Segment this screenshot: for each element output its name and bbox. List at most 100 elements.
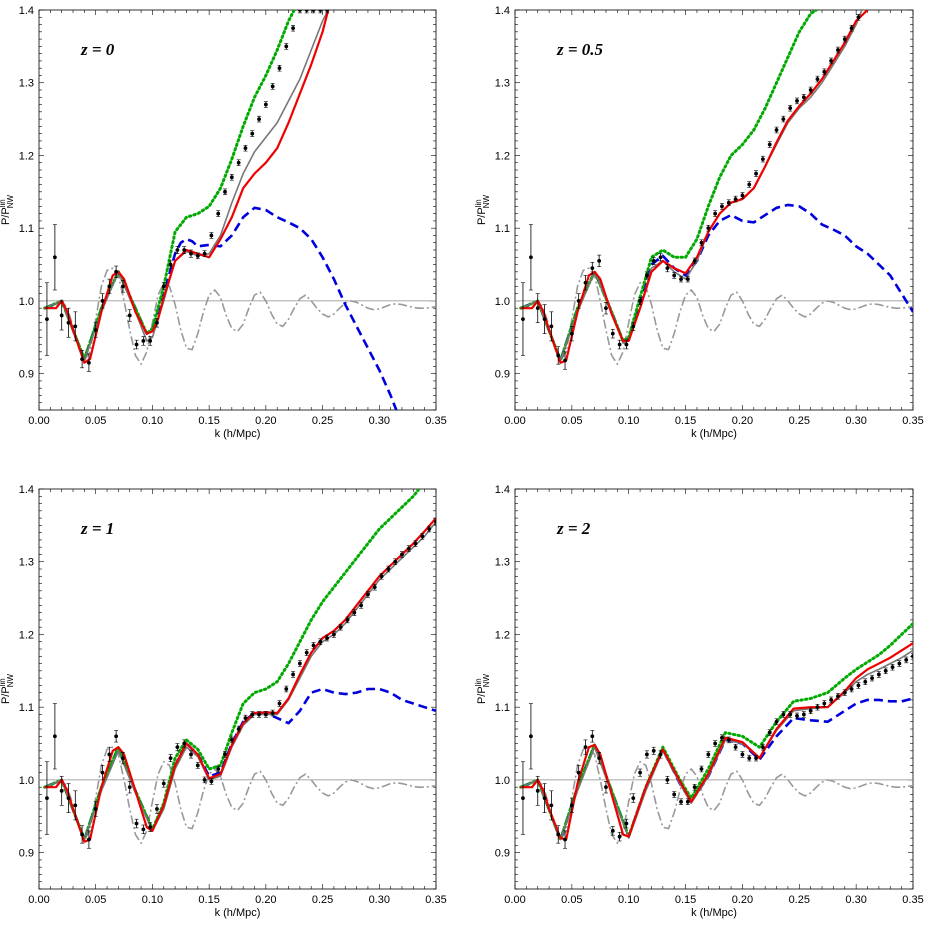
- y-tick-label: 1.0: [19, 775, 34, 787]
- data-point: [216, 211, 221, 216]
- x-tick-label: 0.15: [198, 415, 219, 427]
- data-point: [297, 661, 302, 666]
- x-tick-label: 0.10: [618, 415, 639, 427]
- x-tick-label: 0.15: [675, 415, 696, 427]
- y-axis-label: P/PlinNW: [0, 674, 15, 705]
- data-point: [134, 821, 139, 826]
- data-point: [107, 284, 112, 289]
- data-point: [685, 799, 690, 804]
- x-tick-label: 0.35: [902, 894, 923, 906]
- x-tick-label: 0.00: [504, 894, 525, 906]
- data-point: [774, 719, 779, 724]
- data-point: [521, 317, 525, 321]
- data-point: [161, 781, 166, 786]
- x-tick-label: 0.30: [369, 894, 390, 906]
- data-point: [236, 727, 241, 731]
- data-point: [590, 734, 595, 739]
- data-point: [148, 339, 153, 343]
- data-point: [631, 796, 636, 800]
- y-tick-label: 1.2: [495, 150, 510, 162]
- data-point: [223, 752, 227, 757]
- data-point: [897, 661, 902, 666]
- data-point: [182, 741, 187, 746]
- x-tick-label: 0.20: [732, 894, 753, 906]
- data-point: [80, 357, 85, 361]
- x-axis-label: k (h/Mpc): [215, 428, 261, 440]
- x-tick-label: 0.30: [845, 894, 866, 906]
- data-point: [590, 266, 595, 271]
- data-point: [822, 69, 827, 74]
- x-tick-label: 0.10: [142, 894, 163, 906]
- x-tick-label: 0.25: [312, 894, 333, 906]
- data-point: [672, 273, 677, 278]
- data-point: [815, 705, 820, 710]
- y-tick-label: 1.3: [495, 78, 510, 90]
- data-point: [263, 712, 268, 717]
- data-point: [679, 799, 683, 804]
- data-point: [542, 796, 547, 800]
- data-point: [291, 672, 295, 677]
- data-point: [100, 299, 105, 303]
- y-tick-label: 1.4: [495, 484, 510, 496]
- data-point: [556, 353, 561, 358]
- y-axis-label-sub: NW: [482, 195, 491, 209]
- panel-2: 0.00 0.05 0.10 0.15 0.20 0.25 0.30 0.35 0.9 1.0 1.…: [474, 5, 924, 440]
- data-point: [631, 324, 636, 329]
- data-point: [651, 748, 656, 753]
- y-axis-label-sub: NW: [6, 674, 15, 688]
- y-tick-label: 0.9: [495, 848, 510, 860]
- data-point: [692, 785, 697, 790]
- data-point: [529, 734, 533, 739]
- data-point: [781, 712, 786, 717]
- data-point: [311, 643, 316, 648]
- data-point: [856, 683, 861, 688]
- data-point: [583, 280, 588, 285]
- data-point: [59, 788, 64, 793]
- data-point: [80, 832, 85, 837]
- data-point: [699, 767, 704, 771]
- series-model-dashed: [44, 206, 398, 410]
- data-point: [569, 331, 574, 336]
- data-point: [304, 650, 309, 655]
- data-point: [223, 189, 227, 194]
- data-point: [202, 778, 207, 782]
- data-point: [542, 317, 547, 321]
- series-simulation: [520, 14, 861, 370]
- x-axis-label: k (h/Mpc): [215, 907, 261, 919]
- data-point: [795, 99, 799, 103]
- x-axis-label: k (h/Mpc): [691, 907, 737, 919]
- data-point: [195, 763, 200, 768]
- data-point: [107, 752, 112, 757]
- data-point: [788, 712, 793, 717]
- panel-1: 0.00 0.05 0.10 0.15 0.20 0.25 0.30 0.35 0.9 1.0 1.…: [0, 5, 447, 440]
- data-point: [257, 712, 261, 717]
- data-point: [740, 193, 745, 198]
- data-point: [842, 690, 847, 695]
- data-point: [665, 266, 670, 271]
- data-point: [747, 182, 752, 187]
- x-tick-label: 0.00: [504, 415, 525, 427]
- data-point: [754, 756, 758, 760]
- data-point: [870, 676, 874, 680]
- series-linear-no-wiggle-ratio: [44, 267, 436, 365]
- data-point: [304, 10, 309, 12]
- data-point: [658, 255, 663, 260]
- x-tick-label: 0.25: [789, 415, 810, 427]
- panel-label: z = 2: [556, 519, 591, 538]
- data-point: [911, 654, 913, 659]
- data-point: [386, 567, 391, 571]
- data-point: [767, 730, 772, 735]
- data-point: [624, 821, 629, 826]
- data-point: [726, 200, 731, 205]
- data-point: [808, 708, 813, 713]
- data-point: [393, 559, 398, 564]
- x-tick-label: 0.05: [85, 894, 106, 906]
- data-point: [93, 328, 98, 332]
- x-tick-label: 0.05: [85, 415, 106, 427]
- data-point: [229, 175, 234, 180]
- series-model-red-solid: [520, 642, 913, 841]
- x-tick-label: 0.25: [789, 894, 810, 906]
- data-point: [720, 735, 724, 740]
- data-point: [93, 807, 98, 811]
- series-simulation: [44, 518, 436, 849]
